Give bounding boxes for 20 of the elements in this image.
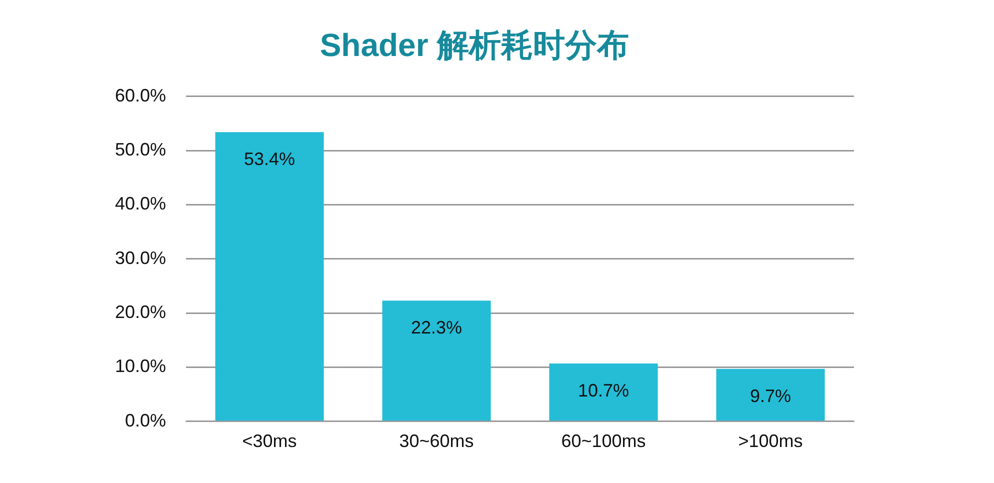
- x-tick-label: 30~60ms: [399, 431, 474, 452]
- data-label: 53.4%: [244, 149, 296, 170]
- bar: [382, 300, 491, 421]
- data-label: 9.7%: [750, 386, 792, 406]
- x-tick-label: 60~100ms: [561, 431, 646, 452]
- y-tick-label: 20.0%: [114, 302, 166, 322]
- data-label: 10.7%: [578, 380, 630, 400]
- y-tick-label: 50.0%: [114, 140, 166, 160]
- bar: [549, 363, 658, 421]
- data-label: 22.3%: [411, 318, 462, 338]
- x-tick-label: <30ms: [242, 431, 297, 452]
- x-tick-label: >100ms: [738, 431, 803, 452]
- y-tick-label: 60.0%: [114, 85, 166, 106]
- y-tick-label: 40.0%: [114, 194, 166, 214]
- y-tick-label: 0.0%: [125, 410, 166, 430]
- chart-title: Shader 解析耗时分布: [320, 27, 630, 64]
- y-tick-label: 30.0%: [114, 248, 166, 268]
- bar: [215, 132, 324, 421]
- bar: [716, 368, 825, 421]
- y-tick-label: 10.0%: [114, 356, 166, 376]
